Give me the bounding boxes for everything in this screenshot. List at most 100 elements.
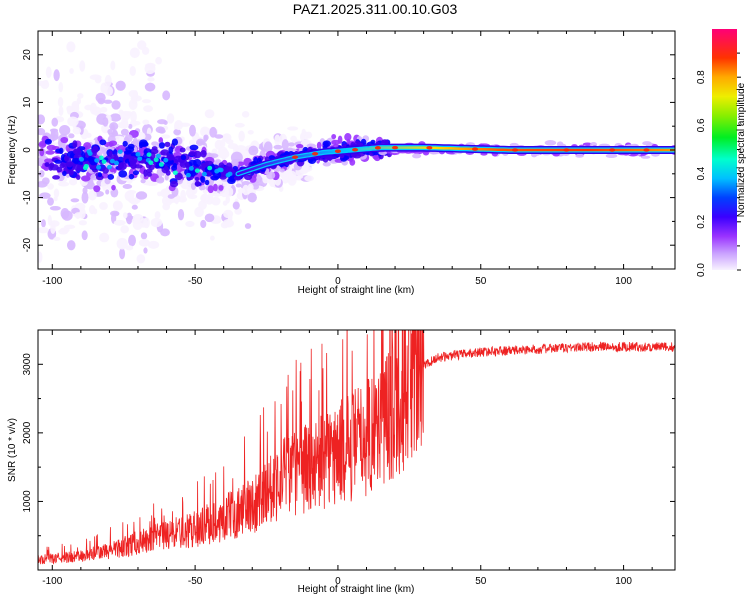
spectrogram-cell [412, 153, 422, 159]
spectrogram-cell [322, 161, 331, 167]
spectrogram-cell [193, 158, 202, 167]
spectrogram-cell [316, 141, 322, 150]
spectrogram-cell [163, 120, 168, 125]
spectrogram-cell [306, 143, 317, 148]
spectrogram-cell [119, 161, 125, 169]
spectrogram-cell [213, 183, 218, 192]
spectrogram-cell [111, 184, 116, 191]
spectrogram-cell [100, 82, 108, 94]
spectrogram-cell [88, 190, 97, 201]
spectrogram-cell [158, 162, 164, 167]
spectrogram-cell [58, 105, 64, 116]
spectrogram-cell [154, 211, 161, 220]
spectrogram-cell [80, 175, 91, 182]
spectrogram-cell [96, 165, 102, 170]
spectrogram-cell [138, 239, 151, 247]
snr-xtick-label: -50 [188, 576, 203, 587]
spectrogram-cell [70, 198, 80, 203]
spectrogram-cell [102, 117, 109, 127]
spectrogram-cell [73, 164, 81, 172]
spectrogram-cell [124, 134, 133, 143]
spectrogram-cell [75, 174, 81, 180]
colorbar-label: Normalized spectral amplitude [736, 82, 747, 217]
spectrogram-cell [105, 189, 110, 195]
spectrogram-cell [204, 109, 215, 119]
spectrogram-cell [198, 200, 207, 210]
spectrogram-cell [113, 201, 123, 209]
spectrogram-cell [247, 183, 254, 192]
spectrogram-cell [201, 184, 206, 191]
spectrogram-cell [139, 218, 148, 228]
spectrogram-cell [146, 152, 152, 157]
spectrogram-cell [374, 146, 381, 150]
spectrogram-cell [109, 113, 122, 122]
spectrogram-cell [117, 121, 129, 129]
spectrogram-cell [67, 116, 79, 127]
spectrogram-cell [89, 74, 102, 81]
colorbar-tick-label: 0.4 [696, 166, 707, 180]
spectrogram-cell [137, 40, 147, 50]
spectrogram-cell [281, 139, 289, 151]
spectrogram-cell [185, 188, 195, 198]
spectrogram-cell [72, 140, 78, 148]
spectrogram-cell [97, 151, 103, 157]
spectrogram-cell [180, 189, 186, 201]
spectrogram-cell [81, 191, 89, 204]
spectrogram-cell [95, 92, 106, 103]
spectrogram-cell [160, 280, 165, 289]
spectrogram-cell [97, 172, 103, 178]
colorbar-tick-label: 0.6 [696, 118, 707, 132]
spectrogram-cell [38, 226, 49, 234]
spectrogram-cell [173, 129, 181, 136]
spectrogram-cell [48, 163, 53, 171]
spectrogram-cell [234, 122, 245, 128]
spectrogram-cell [331, 133, 337, 140]
spectrogram-cell [172, 163, 178, 168]
snr-ticks: -100 -50 0 50 100 1000 2000 3000 [22, 329, 675, 587]
spectrogram-cell [108, 140, 118, 147]
spectrogram-cell [200, 219, 207, 229]
spectrogram-cell [146, 171, 152, 177]
spectrogram-cell [225, 195, 231, 204]
spectrogram-ytick-label: 0 [22, 147, 33, 153]
spectrogram-cell [53, 188, 60, 198]
spectrogram-cell [82, 187, 88, 195]
spectrogram-cell [218, 162, 225, 170]
spectrogram-cell [200, 193, 210, 203]
spectrogram-cell [299, 133, 305, 141]
spectrogram-cell [128, 156, 138, 164]
spectrogram-cell [102, 167, 109, 174]
spectrogram-cell [66, 163, 73, 168]
snr-xtick-label: -100 [42, 576, 62, 587]
spectrogram-cell [53, 236, 61, 241]
spectrogram-cell [148, 160, 154, 165]
spectrogram-cell [188, 151, 197, 156]
spectrogram-cell [227, 171, 233, 177]
snr-ytick-label: 3000 [22, 353, 33, 376]
spectrogram-cell [185, 220, 195, 228]
spectrogram-cell [164, 141, 171, 148]
spectrogram-cell [122, 140, 128, 147]
spectrogram-cell [47, 214, 52, 226]
spectrogram-cell [144, 82, 156, 92]
spectrogram-cell [128, 123, 133, 129]
spectrogram-cell [150, 217, 163, 228]
spectrogram-cell [172, 170, 178, 176]
spectrogram-cell [44, 162, 50, 167]
spectrogram-cell [62, 170, 67, 177]
spectrogram-cell [582, 142, 593, 147]
snr-ytick-label: 1000 [22, 490, 33, 513]
spectrogram-cell [352, 147, 359, 152]
spectrogram-cell [46, 144, 57, 151]
spectrogram-cell [156, 177, 165, 184]
spectrogram-cell [117, 149, 123, 154]
spectrogram-cell [162, 90, 171, 101]
spectrogram-cell [58, 81, 64, 93]
spectrogram-cell [174, 119, 183, 131]
spectrogram-cell [69, 68, 74, 75]
spectrogram-cell [304, 175, 314, 182]
spectrogram-cell [292, 155, 299, 159]
spectrogram-cell [51, 117, 59, 127]
spectrogram-ytick-label: 10 [22, 96, 33, 108]
